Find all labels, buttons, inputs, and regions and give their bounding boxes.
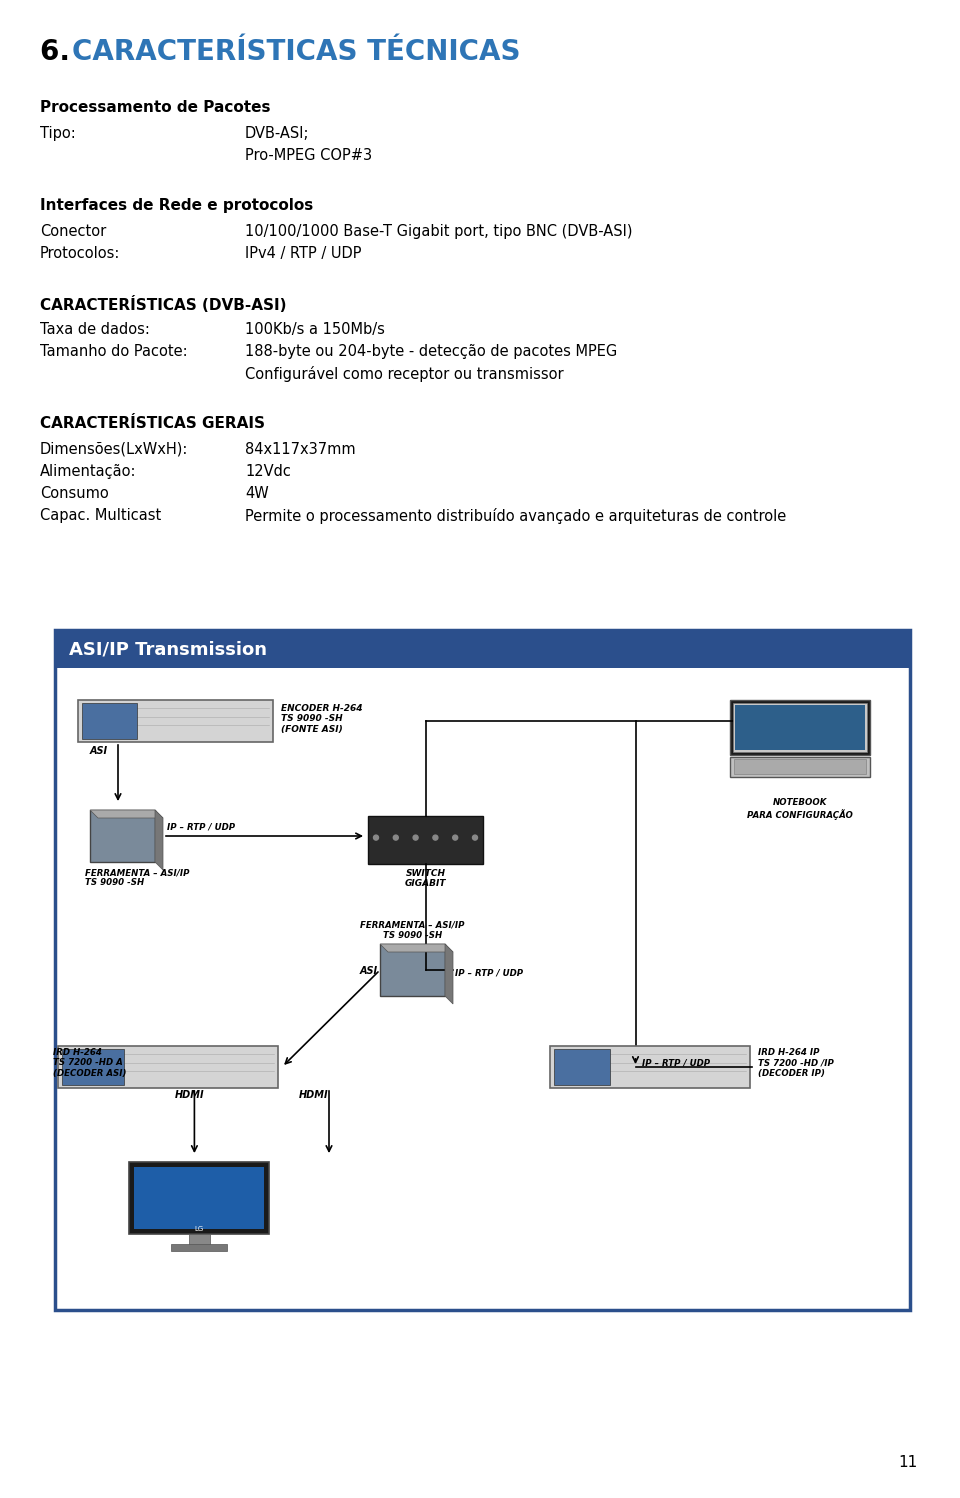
Bar bbox=[78, 700, 273, 742]
Text: IPv4 / RTP / UDP: IPv4 / RTP / UDP bbox=[245, 246, 362, 261]
Bar bbox=[730, 756, 870, 777]
Bar bbox=[62, 1049, 124, 1085]
Text: Dimensões(LxWxH):: Dimensões(LxWxH): bbox=[40, 442, 188, 457]
Bar bbox=[55, 631, 910, 668]
Bar bbox=[554, 1049, 610, 1085]
Text: DVB-ASI;: DVB-ASI; bbox=[245, 126, 309, 141]
Bar bbox=[380, 944, 445, 996]
Text: Tamanho do Pacote:: Tamanho do Pacote: bbox=[40, 345, 187, 360]
Text: 10/100/1000 Base-T Gigabit port, tipo BNC (DVB-ASI): 10/100/1000 Base-T Gigabit port, tipo BN… bbox=[245, 225, 633, 240]
Circle shape bbox=[373, 834, 378, 840]
Text: Pro-MPEG COP#3: Pro-MPEG COP#3 bbox=[245, 148, 372, 163]
Bar bbox=[90, 810, 155, 861]
Bar bbox=[55, 631, 910, 1309]
Text: Taxa de dados:: Taxa de dados: bbox=[40, 322, 150, 337]
Text: IRD H-264
TS 7200 -HD A
(DECODER ASI): IRD H-264 TS 7200 -HD A (DECODER ASI) bbox=[53, 1049, 127, 1077]
Text: FERRAMENTA – ASI/IP
TS 9090 -SH: FERRAMENTA – ASI/IP TS 9090 -SH bbox=[85, 867, 189, 887]
Text: IRD H-264 IP
TS 7200 -HD /IP
(DECODER IP): IRD H-264 IP TS 7200 -HD /IP (DECODER IP… bbox=[758, 1049, 834, 1077]
Text: HDMI: HDMI bbox=[299, 1091, 328, 1100]
Text: 84x117x37mm: 84x117x37mm bbox=[245, 442, 355, 457]
Text: ASI: ASI bbox=[360, 966, 378, 977]
Bar bbox=[134, 1167, 264, 1228]
Text: Protocolos:: Protocolos: bbox=[40, 246, 120, 261]
Text: 188-byte ou 204-byte - detecção de pacotes MPEG: 188-byte ou 204-byte - detecção de pacot… bbox=[245, 345, 617, 360]
Text: CARACTERÍSTICAS (DVB-ASI): CARACTERÍSTICAS (DVB-ASI) bbox=[40, 297, 286, 313]
Text: 4W: 4W bbox=[245, 485, 269, 500]
Text: CARACTERÍSTICAS GERAIS: CARACTERÍSTICAS GERAIS bbox=[40, 416, 265, 431]
Text: LG: LG bbox=[194, 1225, 204, 1231]
Text: IP – RTP / UDP: IP – RTP / UDP bbox=[167, 822, 235, 831]
Bar bbox=[733, 703, 867, 752]
Bar bbox=[129, 1162, 269, 1234]
Text: SWITCH
GIGABIT: SWITCH GIGABIT bbox=[405, 869, 446, 888]
Text: ASI/IP Transmission: ASI/IP Transmission bbox=[69, 640, 267, 658]
Text: HDMI: HDMI bbox=[175, 1091, 204, 1100]
Text: Tipo:: Tipo: bbox=[40, 126, 76, 141]
Polygon shape bbox=[155, 810, 163, 870]
Text: FERRAMENTA – ASI/IP
TS 9090 -SH: FERRAMENTA – ASI/IP TS 9090 -SH bbox=[360, 921, 465, 941]
Text: IP – RTP / UDP: IP – RTP / UDP bbox=[641, 1059, 709, 1068]
Text: Capac. Multicast: Capac. Multicast bbox=[40, 508, 161, 523]
Bar bbox=[734, 759, 866, 774]
Bar bbox=[550, 1046, 750, 1088]
Bar bbox=[735, 706, 865, 750]
Text: Configurável como receptor ou transmissor: Configurável como receptor ou transmisso… bbox=[245, 366, 564, 382]
Text: IP – RTP / UDP: IP – RTP / UDP bbox=[455, 969, 523, 978]
Bar bbox=[188, 1234, 209, 1246]
Bar bbox=[58, 1046, 278, 1088]
Circle shape bbox=[394, 834, 398, 840]
Text: ENCODER H-264
TS 9090 -SH
(FONTE ASI): ENCODER H-264 TS 9090 -SH (FONTE ASI) bbox=[281, 704, 363, 734]
Text: CARACTERÍSTICAS TÉCNICAS: CARACTERÍSTICAS TÉCNICAS bbox=[72, 37, 520, 66]
Text: 6.: 6. bbox=[40, 37, 89, 66]
Text: Conector: Conector bbox=[40, 225, 107, 240]
Bar bbox=[730, 700, 870, 755]
Text: Processamento de Pacotes: Processamento de Pacotes bbox=[40, 100, 271, 115]
Circle shape bbox=[433, 834, 438, 840]
Text: 12Vdc: 12Vdc bbox=[245, 464, 291, 479]
Polygon shape bbox=[380, 944, 453, 953]
Circle shape bbox=[413, 834, 419, 840]
Circle shape bbox=[453, 834, 458, 840]
Polygon shape bbox=[445, 944, 453, 1004]
Polygon shape bbox=[90, 810, 163, 818]
Text: 11: 11 bbox=[899, 1455, 918, 1470]
Text: 100Kb/s a 150Mb/s: 100Kb/s a 150Mb/s bbox=[245, 322, 385, 337]
Text: ASI: ASI bbox=[90, 746, 108, 756]
Bar bbox=[171, 1243, 227, 1251]
Text: Permite o processamento distribuído avançado e arquiteturas de controle: Permite o processamento distribuído avan… bbox=[245, 508, 786, 524]
Bar bbox=[82, 703, 136, 739]
Circle shape bbox=[472, 834, 477, 840]
Text: Consumo: Consumo bbox=[40, 485, 108, 500]
Text: Alimentação:: Alimentação: bbox=[40, 464, 136, 479]
Text: NOTEBOOK
PARA CONFIGURAÇÃO: NOTEBOOK PARA CONFIGURAÇÃO bbox=[747, 798, 852, 819]
Text: Interfaces de Rede e protocolos: Interfaces de Rede e protocolos bbox=[40, 198, 313, 213]
Bar bbox=[368, 816, 483, 864]
